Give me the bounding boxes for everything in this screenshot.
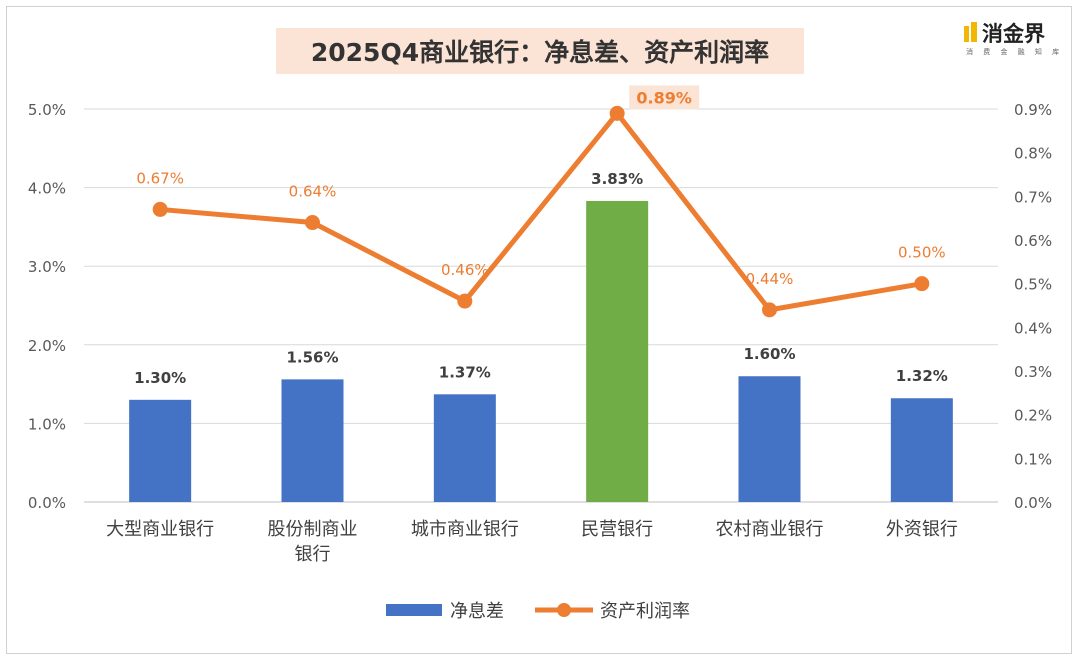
- line-data-label: 0.67%: [136, 169, 184, 187]
- x-category-label: 银行: [295, 544, 331, 565]
- line-data-label: 0.44%: [746, 270, 794, 288]
- bar-data-label: 1.30%: [134, 369, 186, 387]
- line-series-path: [157, 110, 925, 313]
- line-data-label: 0.89%: [636, 88, 692, 107]
- bar: [738, 376, 801, 502]
- y-right-tick-label: 0.6%: [1014, 232, 1052, 250]
- y-left-tick-label: 1.0%: [28, 415, 66, 433]
- line-point: [914, 276, 930, 292]
- y-right-tick-label: 0.4%: [1014, 319, 1052, 337]
- y-right-tick-label: 0.7%: [1014, 188, 1052, 206]
- y-left-tick-label: 2.0%: [28, 337, 66, 355]
- y-right-tick-label: 0.3%: [1014, 363, 1052, 381]
- logo-mark-icon: [964, 22, 978, 42]
- x-category-label: 城市商业银行: [411, 519, 519, 540]
- chart-frame: [6, 6, 1072, 654]
- legend-label: 净息差: [450, 601, 504, 622]
- brand-logo: 消金界 消 费 金 融 知 库: [962, 18, 1059, 58]
- chart-title: 2025Q4商业银行：净息差、资产利润率: [310, 38, 770, 67]
- bar: [890, 398, 953, 502]
- y-right-tick-label: 0.0%: [1014, 494, 1052, 512]
- x-category-label: 外资银行: [886, 519, 958, 540]
- y-left-tick-label: 0.0%: [28, 494, 66, 512]
- legend-label: 资产利润率: [600, 601, 690, 622]
- line-label-highlight-box: [629, 85, 700, 110]
- y-right-tick-label: 0.1%: [1014, 450, 1052, 468]
- bar-data-label: 1.32%: [896, 367, 948, 385]
- logo-name: 消金界: [982, 22, 1045, 46]
- x-category-label: 民营银行: [581, 519, 653, 540]
- x-category-label: 股份制商业: [268, 519, 358, 540]
- line-data-label: 0.64%: [289, 183, 337, 201]
- x-category-label: 大型商业银行: [106, 519, 214, 540]
- legend-swatch-point: [557, 603, 571, 617]
- line-point: [609, 105, 625, 121]
- y-right-tick-label: 0.2%: [1014, 407, 1052, 425]
- line-data-label: 0.50%: [898, 244, 946, 262]
- bar-data-label: 3.83%: [591, 170, 643, 188]
- y-left-tick-label: 5.0%: [28, 101, 66, 119]
- logo-subtitle: 消 费 金 融 知 库: [966, 48, 1064, 56]
- y-right-tick-label: 0.5%: [1014, 276, 1052, 294]
- bar-data-label: 1.37%: [439, 363, 491, 381]
- chart-title-box: 2025Q4商业银行：净息差、资产利润率: [276, 28, 804, 74]
- legend-swatch-bar: [386, 604, 442, 616]
- bar: [586, 200, 649, 502]
- bar: [129, 399, 192, 502]
- bar: [281, 379, 344, 502]
- y-left-tick-label: 4.0%: [28, 180, 66, 198]
- line-data-label: 0.46%: [441, 261, 489, 279]
- line-point: [305, 215, 320, 231]
- bar-data-label: 1.60%: [743, 345, 795, 363]
- y-right-tick-label: 0.8%: [1014, 145, 1052, 163]
- y-left-tick-label: 3.0%: [28, 258, 66, 276]
- bar-data-label: 1.56%: [286, 348, 338, 366]
- bar: [433, 394, 496, 502]
- x-category-label: 农村商业银行: [716, 519, 824, 540]
- line-point: [457, 293, 473, 309]
- y-right-tick-label: 0.9%: [1014, 101, 1052, 119]
- line-point: [762, 302, 777, 318]
- line-point: [152, 201, 168, 217]
